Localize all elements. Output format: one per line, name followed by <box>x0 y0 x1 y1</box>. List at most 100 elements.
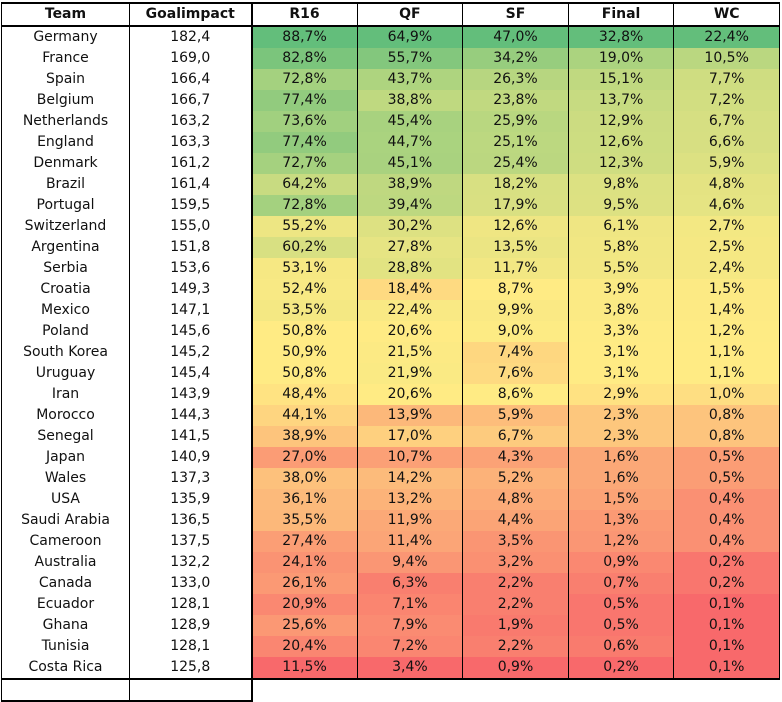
r16-probability-cell: 27,0% <box>250 447 358 468</box>
goalimpact-cell: 163,3 <box>129 132 252 153</box>
goalimpact-cell: 141,5 <box>129 426 252 447</box>
final-probability-cell: 1,3% <box>567 510 675 531</box>
final-probability-cell: 5,5% <box>567 258 675 279</box>
empty-probability-area <box>250 679 780 701</box>
table-row-australia: Australia 132,2 24,1% 9,4% 3,2% 0,9% 0,2% <box>1 552 780 573</box>
goalimpact-cell: 151,8 <box>129 237 252 258</box>
team-name-cell: Australia <box>1 552 130 573</box>
table-row-switzerland: Switzerland 155,0 55,2% 30,2% 12,6% 6,1% 2,7% <box>1 216 780 237</box>
goalimpact-cell: 149,3 <box>129 279 252 300</box>
final-probability-cell: 0,9% <box>567 552 675 573</box>
final-probability-cell: 0,2% <box>567 657 675 680</box>
team-name-cell: Ghana <box>1 615 130 636</box>
table-row-senegal: Senegal 141,5 38,9% 17,0% 6,7% 2,3% 0,8% <box>1 426 780 447</box>
qf-probability-cell: 17,0% <box>356 426 464 447</box>
wc-probability-cell: 1,4% <box>673 300 780 321</box>
qf-probability-cell: 7,2% <box>356 636 464 657</box>
team-name-cell: Argentina <box>1 237 130 258</box>
sf-probability-cell: 0,9% <box>462 657 569 680</box>
final-probability-cell: 3,3% <box>567 321 675 342</box>
r16-probability-cell: 27,4% <box>250 531 358 552</box>
sf-probability-cell: 7,4% <box>462 342 569 363</box>
goalimpact-cell: 137,3 <box>129 468 252 489</box>
qf-probability-cell: 30,2% <box>356 216 464 237</box>
wc-probability-cell: 0,5% <box>673 468 780 489</box>
table-row-ghana: Ghana 128,9 25,6% 7,9% 1,9% 0,5% 0,1% <box>1 615 780 636</box>
qf-probability-cell: 13,9% <box>356 405 464 426</box>
qf-probability-cell: 55,7% <box>356 48 464 69</box>
goalimpact-cell: 143,9 <box>129 384 252 405</box>
team-name-cell: USA <box>1 489 130 510</box>
final-probability-cell: 12,9% <box>567 111 675 132</box>
table-row-ecuador: Ecuador 128,1 20,9% 7,1% 2,2% 0,5% 0,1% <box>1 594 780 615</box>
final-probability-cell: 1,2% <box>567 531 675 552</box>
sf-probability-cell: 25,4% <box>462 153 569 174</box>
final-probability-cell: 19,0% <box>567 48 675 69</box>
table-row-japan: Japan 140,9 27,0% 10,7% 4,3% 1,6% 0,5% <box>1 447 780 468</box>
r16-probability-cell: 77,4% <box>250 132 358 153</box>
team-name-cell: Croatia <box>1 279 130 300</box>
r16-probability-cell: 35,5% <box>250 510 358 531</box>
wc-probability-cell: 0,8% <box>673 405 780 426</box>
wc-probability-cell: 0,1% <box>673 657 780 680</box>
sf-probability-cell: 8,6% <box>462 384 569 405</box>
r16-probability-cell: 53,5% <box>250 300 358 321</box>
r16-probability-cell: 20,4% <box>250 636 358 657</box>
sf-probability-cell: 25,1% <box>462 132 569 153</box>
final-probability-cell: 3,9% <box>567 279 675 300</box>
team-name-cell: Spain <box>1 69 130 90</box>
wc-probability-cell: 10,5% <box>673 48 780 69</box>
table-row-mexico: Mexico 147,1 53,5% 22,4% 9,9% 3,8% 1,4% <box>1 300 780 321</box>
header-row: Team Goalimpact R16 QF SF Final WC <box>1 2 780 27</box>
final-probability-cell: 6,1% <box>567 216 675 237</box>
r16-probability-cell: 82,8% <box>250 48 358 69</box>
team-name-cell: Wales <box>1 468 130 489</box>
qf-probability-cell: 10,7% <box>356 447 464 468</box>
qf-probability-cell: 64,9% <box>356 26 464 48</box>
sf-probability-cell: 23,8% <box>462 90 569 111</box>
sf-probability-cell: 3,2% <box>462 552 569 573</box>
goalimpact-cell: 136,5 <box>129 510 252 531</box>
team-name-cell: England <box>1 132 130 153</box>
table-row-brazil: Brazil 161,4 64,2% 38,9% 18,2% 9,8% 4,8% <box>1 174 780 195</box>
column-header-qf: QF <box>356 2 464 27</box>
r16-probability-cell: 48,4% <box>250 384 358 405</box>
qf-probability-cell: 43,7% <box>356 69 464 90</box>
r16-probability-cell: 50,8% <box>250 363 358 384</box>
goalimpact-cell: 144,3 <box>129 405 252 426</box>
sf-probability-cell: 1,9% <box>462 615 569 636</box>
column-header-final: Final <box>567 2 675 27</box>
r16-probability-cell: 38,9% <box>250 426 358 447</box>
goalimpact-cell: 163,2 <box>129 111 252 132</box>
wc-probability-cell: 6,6% <box>673 132 780 153</box>
r16-probability-cell: 38,0% <box>250 468 358 489</box>
goalimpact-cell: 166,4 <box>129 69 252 90</box>
r16-probability-cell: 55,2% <box>250 216 358 237</box>
qf-probability-cell: 20,6% <box>356 321 464 342</box>
final-probability-cell: 2,9% <box>567 384 675 405</box>
final-probability-cell: 12,6% <box>567 132 675 153</box>
wc-probability-cell: 1,0% <box>673 384 780 405</box>
goalimpact-cell: 147,1 <box>129 300 252 321</box>
r16-probability-cell: 77,4% <box>250 90 358 111</box>
qf-probability-cell: 7,9% <box>356 615 464 636</box>
goalimpact-cell: 166,7 <box>129 90 252 111</box>
qf-probability-cell: 39,4% <box>356 195 464 216</box>
wc-probability-cell: 4,6% <box>673 195 780 216</box>
wc-probability-cell: 1,2% <box>673 321 780 342</box>
qf-probability-cell: 13,2% <box>356 489 464 510</box>
wc-probability-cell: 1,5% <box>673 279 780 300</box>
r16-probability-cell: 44,1% <box>250 405 358 426</box>
sf-probability-cell: 13,5% <box>462 237 569 258</box>
team-name-cell: Senegal <box>1 426 130 447</box>
sf-probability-cell: 9,0% <box>462 321 569 342</box>
final-probability-cell: 2,3% <box>567 405 675 426</box>
qf-probability-cell: 45,1% <box>356 153 464 174</box>
wc-probability-cell: 1,1% <box>673 342 780 363</box>
sf-probability-cell: 7,6% <box>462 363 569 384</box>
r16-probability-cell: 36,1% <box>250 489 358 510</box>
team-name-cell: Cameroon <box>1 531 130 552</box>
r16-probability-cell: 52,4% <box>250 279 358 300</box>
sf-probability-cell: 6,7% <box>462 426 569 447</box>
team-name-cell: Tunisia <box>1 636 130 657</box>
